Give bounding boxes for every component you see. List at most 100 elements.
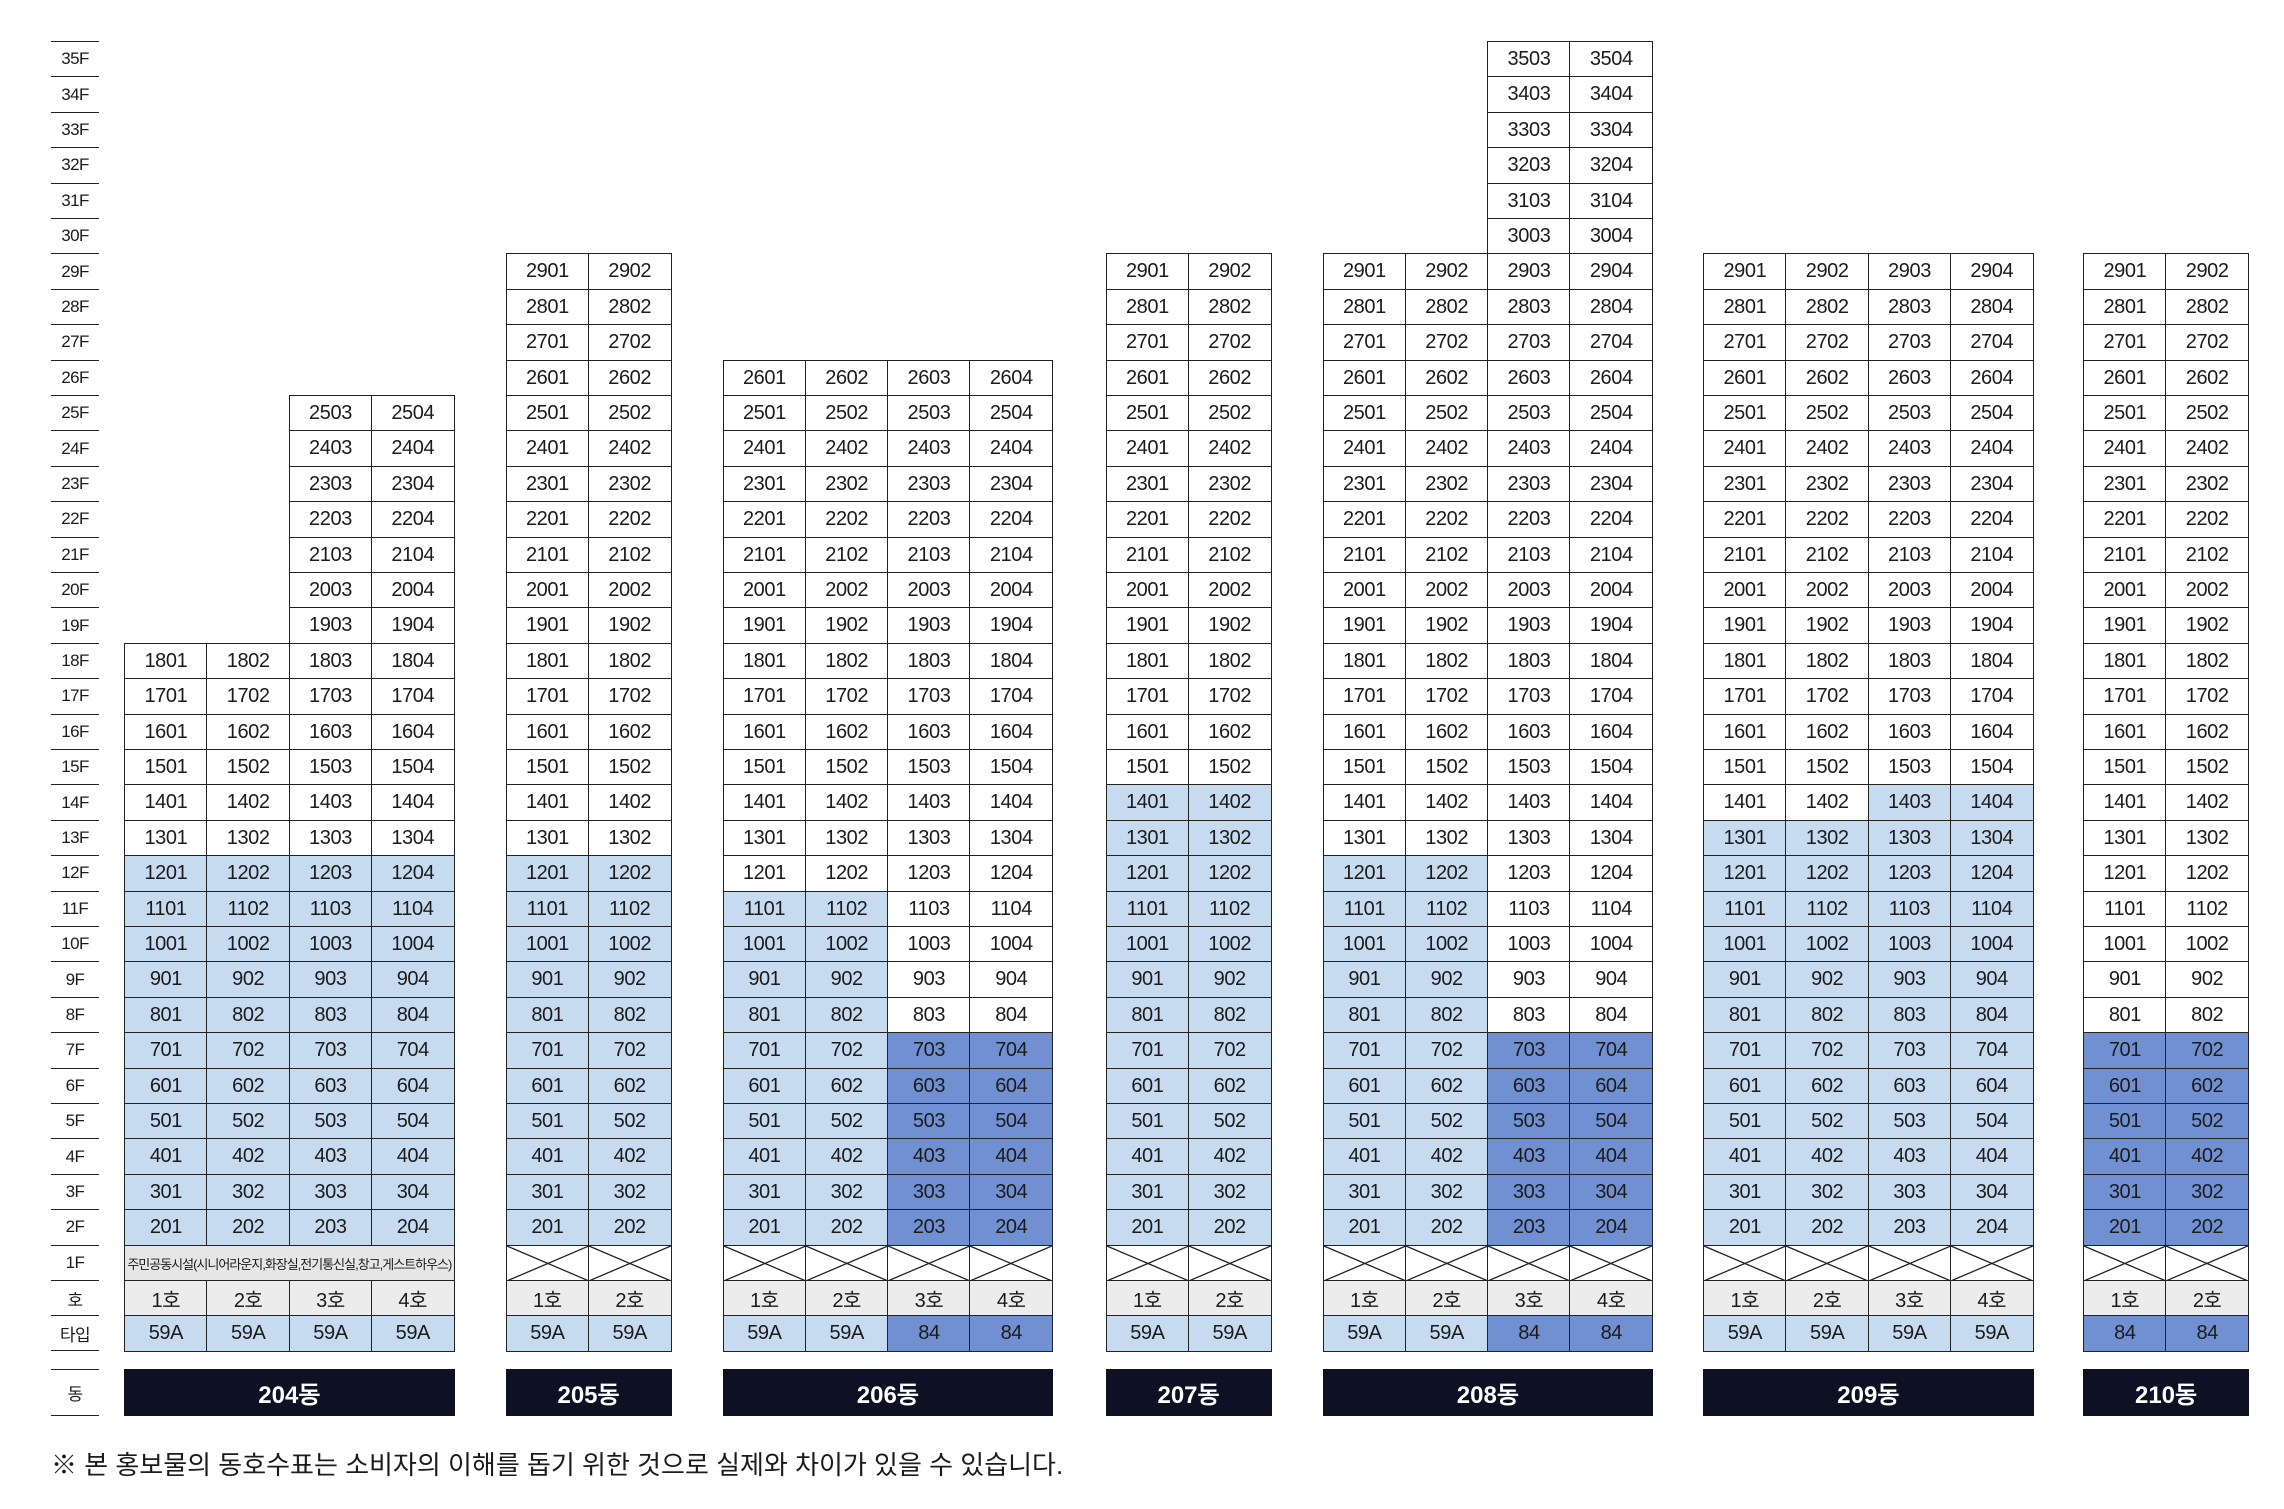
unit-cell: 201: [1703, 1209, 1787, 1247]
floor-label: 15F: [51, 749, 99, 784]
unit-cell: 2303: [1487, 465, 1571, 503]
unit-cell: 1201: [124, 855, 208, 893]
floor-label: 21F: [51, 536, 99, 572]
unit-cell: 1702: [2165, 678, 2250, 716]
ground-floor-facility-cell: 주민공동시설(시니어라운지,화장실,전기통신실,창고,게스트하우스): [124, 1244, 455, 1282]
unit-cell: 2003: [288, 572, 373, 609]
unit-cell: 1404: [370, 784, 455, 822]
unit-cell: 1302: [2165, 819, 2250, 857]
disclaimer-note: ※ 본 홍보물의 동호수표는 소비자의 이해를 돕기 위한 것으로 실제와 차이…: [51, 1450, 1064, 1480]
floor-label: 3F: [51, 1173, 99, 1209]
cross-mark-icon: [1324, 1246, 1406, 1281]
unit-cell: 1101: [722, 890, 807, 928]
unit-cell: 2701: [2083, 324, 2167, 362]
unit-cell: 603: [1867, 1067, 1952, 1105]
unit-cell: 204: [969, 1209, 1054, 1247]
unit-cell: 901: [2083, 961, 2167, 999]
unit-cell: 1101: [124, 890, 208, 928]
unit-cell: 2901: [1105, 253, 1190, 291]
unit-cell: 1001: [2083, 926, 2167, 963]
unit-cell: 404: [969, 1138, 1054, 1176]
ground-floor-empty-cell: [1867, 1244, 1952, 1282]
unit-cell: 2703: [1487, 324, 1571, 362]
floor-label: 31F: [51, 182, 99, 218]
unit-cell: 501: [1322, 1103, 1407, 1140]
unit-cell: 201: [1105, 1209, 1190, 1247]
unit-cell: 1901: [1322, 607, 1407, 645]
unit-cell: 802: [587, 996, 672, 1034]
unit-cell: 2504: [1569, 395, 1654, 432]
unit-cell: 803: [1867, 996, 1952, 1034]
unit-cell: 902: [2165, 961, 2250, 999]
ho-cell: 1호: [505, 1280, 590, 1317]
row-label-ho: 호: [51, 1280, 99, 1315]
unit-cell: 501: [1703, 1103, 1787, 1140]
unit-cell: 803: [1487, 996, 1571, 1034]
unit-cell: 2501: [2083, 395, 2167, 432]
unit-cell: 404: [370, 1138, 455, 1176]
unit-cell: 2702: [1404, 324, 1489, 362]
unit-cell: 2401: [1105, 430, 1190, 468]
unit-cell: 1502: [1187, 749, 1272, 786]
unit-cell: 2002: [1404, 572, 1489, 609]
floor-label: 35F: [51, 41, 99, 76]
unit-cell: 1904: [370, 607, 455, 645]
unit-cell: 3203: [1487, 147, 1571, 185]
unit-cell: 401: [1322, 1138, 1407, 1176]
unit-cell: 302: [2165, 1173, 2250, 1211]
unit-cell: 1102: [1404, 890, 1489, 928]
unit-cell: 2002: [1187, 572, 1272, 609]
unit-cell: 1102: [206, 890, 291, 928]
ho-cell: 2호: [587, 1280, 672, 1317]
type-cell: 84: [2083, 1315, 2167, 1353]
unit-cell: 1104: [1949, 890, 2034, 928]
unit-cell: 2603: [1487, 359, 1571, 397]
unit-cell: 1304: [969, 819, 1054, 857]
unit-cell: 1301: [124, 819, 208, 857]
ho-cell: 2호: [1785, 1280, 1870, 1317]
unit-cell: 2001: [1703, 572, 1787, 609]
unit-cell: 2403: [1487, 430, 1571, 468]
unit-cell: 2103: [1867, 536, 1952, 574]
unit-cell: 304: [969, 1173, 1054, 1211]
type-cell: 59A: [1785, 1315, 1870, 1353]
unit-cell: 1603: [1867, 713, 1952, 751]
unit-cell: 2004: [370, 572, 455, 609]
unit-cell: 1504: [969, 749, 1054, 786]
unit-cell: 803: [288, 996, 373, 1034]
unit-cell: 2501: [1322, 395, 1407, 432]
unit-cell: 502: [206, 1103, 291, 1140]
unit-cell: 1402: [1785, 784, 1870, 822]
unit-cell: 2102: [1785, 536, 1870, 574]
unit-cell: 202: [804, 1209, 889, 1247]
unit-cell: 204: [1569, 1209, 1654, 1247]
floor-label: 17F: [51, 678, 99, 713]
unit-cell: 402: [1785, 1138, 1870, 1176]
unit-cell: 2204: [1949, 501, 2034, 539]
unit-cell: 303: [1487, 1173, 1571, 1211]
unit-cell: 1302: [1187, 819, 1272, 857]
unit-cell: 2403: [1867, 430, 1952, 468]
unit-cell: 2004: [1569, 572, 1654, 609]
unit-cell: 1803: [288, 642, 373, 680]
unit-cell: 1601: [124, 713, 208, 751]
unit-cell: 2501: [722, 395, 807, 432]
unit-cell: 302: [206, 1173, 291, 1211]
floor-label: 27F: [51, 324, 99, 359]
unit-cell: 1703: [288, 678, 373, 716]
unit-cell: 303: [1867, 1173, 1952, 1211]
unit-cell: 2903: [1487, 253, 1571, 291]
unit-cell: 2302: [804, 465, 889, 503]
unit-cell: 701: [1703, 1032, 1787, 1070]
unit-cell: 404: [1569, 1138, 1654, 1176]
unit-cell: 903: [887, 961, 971, 999]
unit-cell: 2402: [2165, 430, 2250, 468]
unit-cell: 1202: [804, 855, 889, 893]
unit-cell: 2602: [804, 359, 889, 397]
unit-cell: 1901: [1703, 607, 1787, 645]
unit-cell: 702: [2165, 1032, 2250, 1070]
unit-cell: 2001: [1322, 572, 1407, 609]
unit-cell: 2103: [1487, 536, 1571, 574]
unit-cell: 2001: [1105, 572, 1190, 609]
unit-cell: 1203: [1487, 855, 1571, 893]
